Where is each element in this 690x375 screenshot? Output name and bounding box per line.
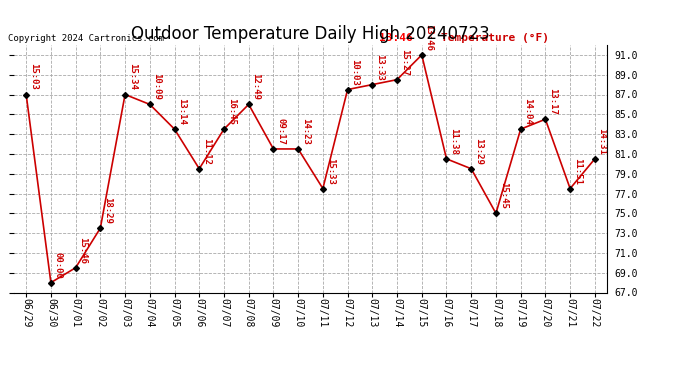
Text: 09:17: 09:17 (276, 118, 285, 145)
Text: 12:49: 12:49 (251, 74, 260, 100)
Text: 14:23: 14:23 (301, 118, 310, 145)
Text: Copyright 2024 Cartronics.com: Copyright 2024 Cartronics.com (8, 33, 164, 42)
Text: 11:38: 11:38 (449, 128, 458, 154)
Text: 14:04: 14:04 (524, 98, 533, 125)
Text: 10:03: 10:03 (351, 58, 359, 86)
Text: 10:09: 10:09 (152, 74, 161, 100)
Text: 13:14: 13:14 (177, 98, 186, 125)
Text: 13:17: 13:17 (548, 88, 557, 115)
Text: 13:46: 13:46 (424, 24, 433, 51)
Text: 13:33: 13:33 (375, 54, 384, 80)
Text: 13:29: 13:29 (474, 138, 483, 165)
Text: 13:46: 13:46 (379, 33, 413, 42)
Text: 14:31: 14:31 (598, 128, 607, 154)
Text: 16:45: 16:45 (227, 98, 236, 125)
Text: 00:00: 00:00 (54, 252, 63, 278)
Text: 18:29: 18:29 (103, 197, 112, 224)
Text: 11:51: 11:51 (573, 158, 582, 184)
Text: 15:27: 15:27 (400, 49, 408, 75)
Text: 15:33: 15:33 (326, 158, 335, 184)
Text: 11:12: 11:12 (202, 138, 211, 165)
Text: 15:03: 15:03 (29, 63, 38, 90)
Text: 15:46: 15:46 (79, 237, 88, 264)
Text: 15:45: 15:45 (499, 182, 508, 209)
Title: Outdoor Temperature Daily High 20240723: Outdoor Temperature Daily High 20240723 (131, 26, 490, 44)
Text: 15:34: 15:34 (128, 63, 137, 90)
Text: Temperature (°F): Temperature (°F) (441, 33, 549, 42)
